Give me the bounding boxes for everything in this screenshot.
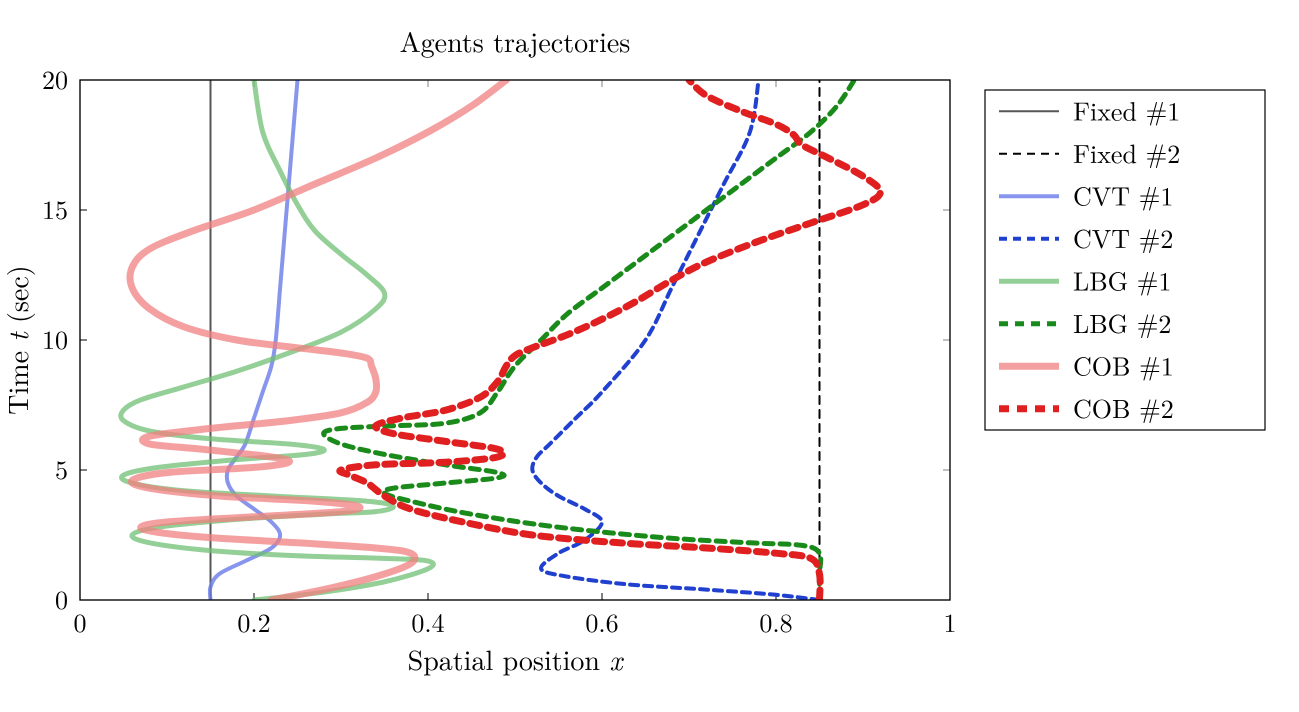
ytick-label: 10	[42, 320, 68, 357]
chart-svg: 00.20.40.60.8105101520Agents trajectorie…	[0, 0, 1299, 712]
ytick-label: 5	[55, 450, 68, 487]
chart-title: Agents trajectories	[400, 21, 631, 61]
legend-label: CVT #1	[1073, 176, 1173, 213]
xtick-label: 0.6	[585, 603, 618, 640]
xtick-label: 0	[73, 603, 86, 640]
xtick-label: 0.4	[411, 603, 444, 640]
legend-label: COB #1	[1073, 346, 1174, 383]
ytick-label: 20	[42, 60, 68, 97]
xtick-label: 0.8	[759, 603, 792, 640]
legend-label: LBG #1	[1073, 261, 1171, 298]
legend-label: COB #2	[1073, 389, 1174, 426]
y-axis-label: Time t (sec)	[0, 265, 37, 414]
legend-label: CVT #2	[1073, 219, 1173, 256]
ytick-label: 15	[42, 190, 68, 227]
xtick-label: 0.2	[237, 603, 270, 640]
xtick-label: 1	[943, 603, 956, 640]
trajectory-chart: 00.20.40.60.8105101520Agents trajectorie…	[0, 0, 1299, 712]
legend-label: LBG #2	[1073, 304, 1171, 341]
legend-label: Fixed #1	[1073, 91, 1180, 128]
x-axis-label: Spatial position x	[408, 639, 625, 679]
legend-label: Fixed #2	[1073, 134, 1180, 171]
ytick-label: 0	[55, 580, 68, 617]
